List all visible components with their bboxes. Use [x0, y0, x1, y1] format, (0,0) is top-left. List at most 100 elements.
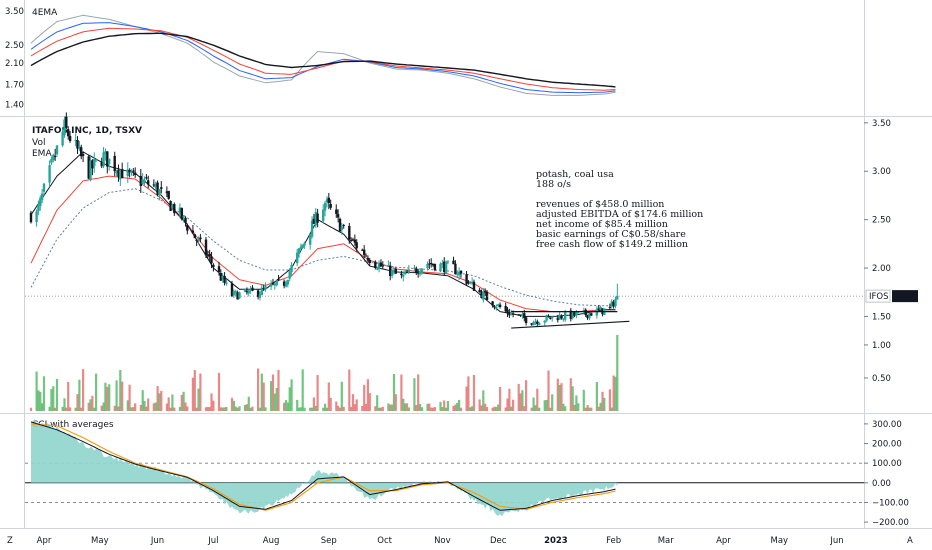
volume-bar: [236, 407, 239, 411]
ema-pane[interactable]: 3.50 2.50 2.10 1.70 1.40 4EMA: [5, 7, 616, 111]
axis-label: 200.00: [872, 440, 902, 450]
volume-bar: [327, 382, 330, 411]
volume-bar: [521, 390, 524, 411]
candle-body: [497, 304, 500, 306]
candle-body: [439, 263, 442, 272]
candle-body: [67, 129, 70, 137]
candle-body: [342, 225, 345, 227]
cci-title[interactable]: CCI with averages: [32, 420, 114, 430]
volume-bar: [495, 406, 498, 411]
candle-body: [296, 252, 299, 264]
volume-bar: [404, 403, 407, 411]
volume-bar: [351, 394, 355, 411]
candle-body: [536, 321, 539, 324]
volume-bar: [178, 406, 181, 411]
time-axis[interactable]: Apr May Jun Jul Aug Sep Oct Nov Dec 2023 Feb Mar Apr…: [37, 536, 844, 546]
candle-body: [478, 289, 481, 292]
candle-body: [310, 220, 314, 237]
candle-body: [93, 159, 96, 167]
candle-body: [511, 313, 515, 315]
candle-body: [269, 284, 273, 287]
note-line: free cash flow of $149.2 million: [536, 239, 688, 250]
month-label: 2023: [544, 536, 568, 546]
candle-body: [61, 132, 64, 146]
candle-body: [498, 304, 502, 307]
volume-bar: [338, 407, 342, 411]
volume-bar: [387, 403, 390, 411]
candle-body: [547, 315, 550, 317]
candle-body: [355, 242, 358, 249]
candle-body: [76, 140, 79, 149]
candle-body: [54, 156, 57, 157]
volume-bar: [139, 404, 142, 411]
volume-bar: [391, 404, 394, 411]
cci-pane[interactable]: 300.00 200.00 100.00 0.00 −100.00 −200.00 CCI…: [25, 418, 909, 528]
volume-legend[interactable]: Vol: [32, 138, 45, 148]
volume-bar: [158, 393, 161, 411]
candle-body: [556, 317, 559, 321]
candle-body: [457, 271, 461, 276]
volume-bar: [582, 389, 585, 411]
volume-bar: [299, 407, 302, 411]
volume-bar: [247, 396, 250, 411]
volume-bar: [89, 399, 92, 411]
volume-bar: [301, 369, 304, 411]
cci-average-orange: [30, 423, 616, 511]
candle-body: [588, 313, 591, 319]
volume-bar: [169, 407, 172, 411]
symbol-title[interactable]: ITAFOS INC, 1D, TSXV: [32, 126, 142, 136]
candle-body: [204, 239, 208, 256]
candle-body: [182, 215, 185, 217]
candle-body: [433, 264, 437, 271]
volume-bar: [519, 393, 522, 411]
volume-bar: [506, 398, 509, 411]
triangle-drawing[interactable]: [511, 311, 630, 329]
candle-body: [234, 291, 237, 293]
ema-legend[interactable]: EMA: [32, 149, 52, 159]
candle-body: [217, 266, 221, 272]
trendline-bottom[interactable]: [511, 320, 630, 329]
volume-bar: [342, 406, 345, 411]
volume-bar: [167, 397, 170, 411]
candle-body: [446, 261, 450, 263]
volume-bar: [221, 407, 224, 411]
candle-body: [68, 136, 72, 141]
candle-body: [558, 314, 561, 320]
volume-bar: [309, 407, 312, 411]
candle-body: [264, 286, 267, 290]
price-pane[interactable]: 3.50 3.00 2.50 2.00 1.50 ITAFOS INC, 1D, TSX…: [25, 112, 918, 411]
volume-bar: [337, 405, 340, 411]
candle-body: [91, 160, 94, 169]
volume-bar: [491, 407, 494, 411]
candle-body: [493, 306, 496, 308]
month-label: Aug: [263, 536, 280, 546]
candle-body: [443, 261, 446, 272]
volume-bar: [471, 406, 474, 411]
candle-body: [245, 290, 249, 293]
volume-bar: [608, 389, 611, 411]
timezone-button[interactable]: Z: [7, 536, 13, 546]
volume-bar: [378, 407, 381, 411]
volume-bar: [48, 406, 51, 411]
candle-body: [119, 170, 122, 180]
auto-scale-button[interactable]: A: [907, 536, 913, 546]
volume-bar: [405, 403, 409, 411]
candle-body: [37, 204, 40, 212]
volume-bar: [117, 406, 120, 411]
candle-body: [508, 312, 511, 316]
candle-body: [418, 272, 422, 275]
volume-bar: [560, 383, 563, 411]
volume-bar: [91, 395, 94, 411]
volume-bar: [69, 407, 72, 411]
volume-bar: [616, 335, 619, 411]
candle-body: [590, 313, 593, 316]
candle-body: [465, 274, 468, 284]
volume-bar: [439, 401, 442, 411]
volume-bar: [67, 382, 70, 411]
volume-bar: [512, 399, 515, 411]
candle-body: [495, 307, 498, 309]
volume-bar: [586, 405, 589, 411]
candle-body: [562, 318, 565, 320]
